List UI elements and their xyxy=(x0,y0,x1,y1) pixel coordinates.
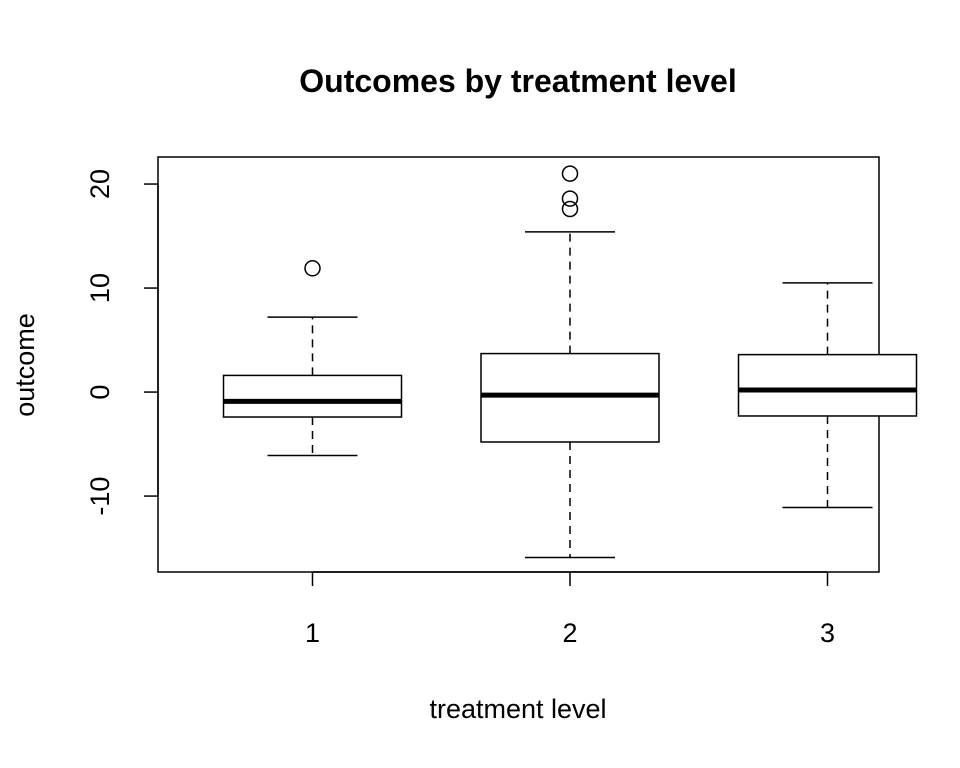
box-group-2 xyxy=(480,165,660,559)
y-tick-label: 0 xyxy=(85,385,115,400)
box-series xyxy=(222,165,918,559)
y-tick-label: -10 xyxy=(85,477,115,516)
x-tick-label: 2 xyxy=(562,618,577,648)
x-tick-label: 3 xyxy=(820,618,835,648)
outlier-point xyxy=(561,165,579,182)
y-tick-label: 10 xyxy=(85,273,115,303)
outlier-point xyxy=(304,260,321,277)
chart-title: Outcomes by treatment level xyxy=(299,63,736,99)
outlier-point xyxy=(561,190,579,207)
x-axis-label: treatment level xyxy=(429,694,606,724)
iqr-box xyxy=(737,353,918,417)
y-tick-label: 20 xyxy=(85,169,115,199)
iqr-box xyxy=(222,374,403,418)
iqr-box xyxy=(480,352,660,443)
x-axis: 1 2 3 xyxy=(305,571,835,648)
outlier-point xyxy=(561,200,579,218)
x-tick-label: 1 xyxy=(305,618,320,648)
box-group-3 xyxy=(737,282,918,509)
box-group-1 xyxy=(222,260,403,457)
y-axis-label: outcome xyxy=(10,313,40,417)
y-axis: -10 0 10 20 xyxy=(85,169,159,516)
